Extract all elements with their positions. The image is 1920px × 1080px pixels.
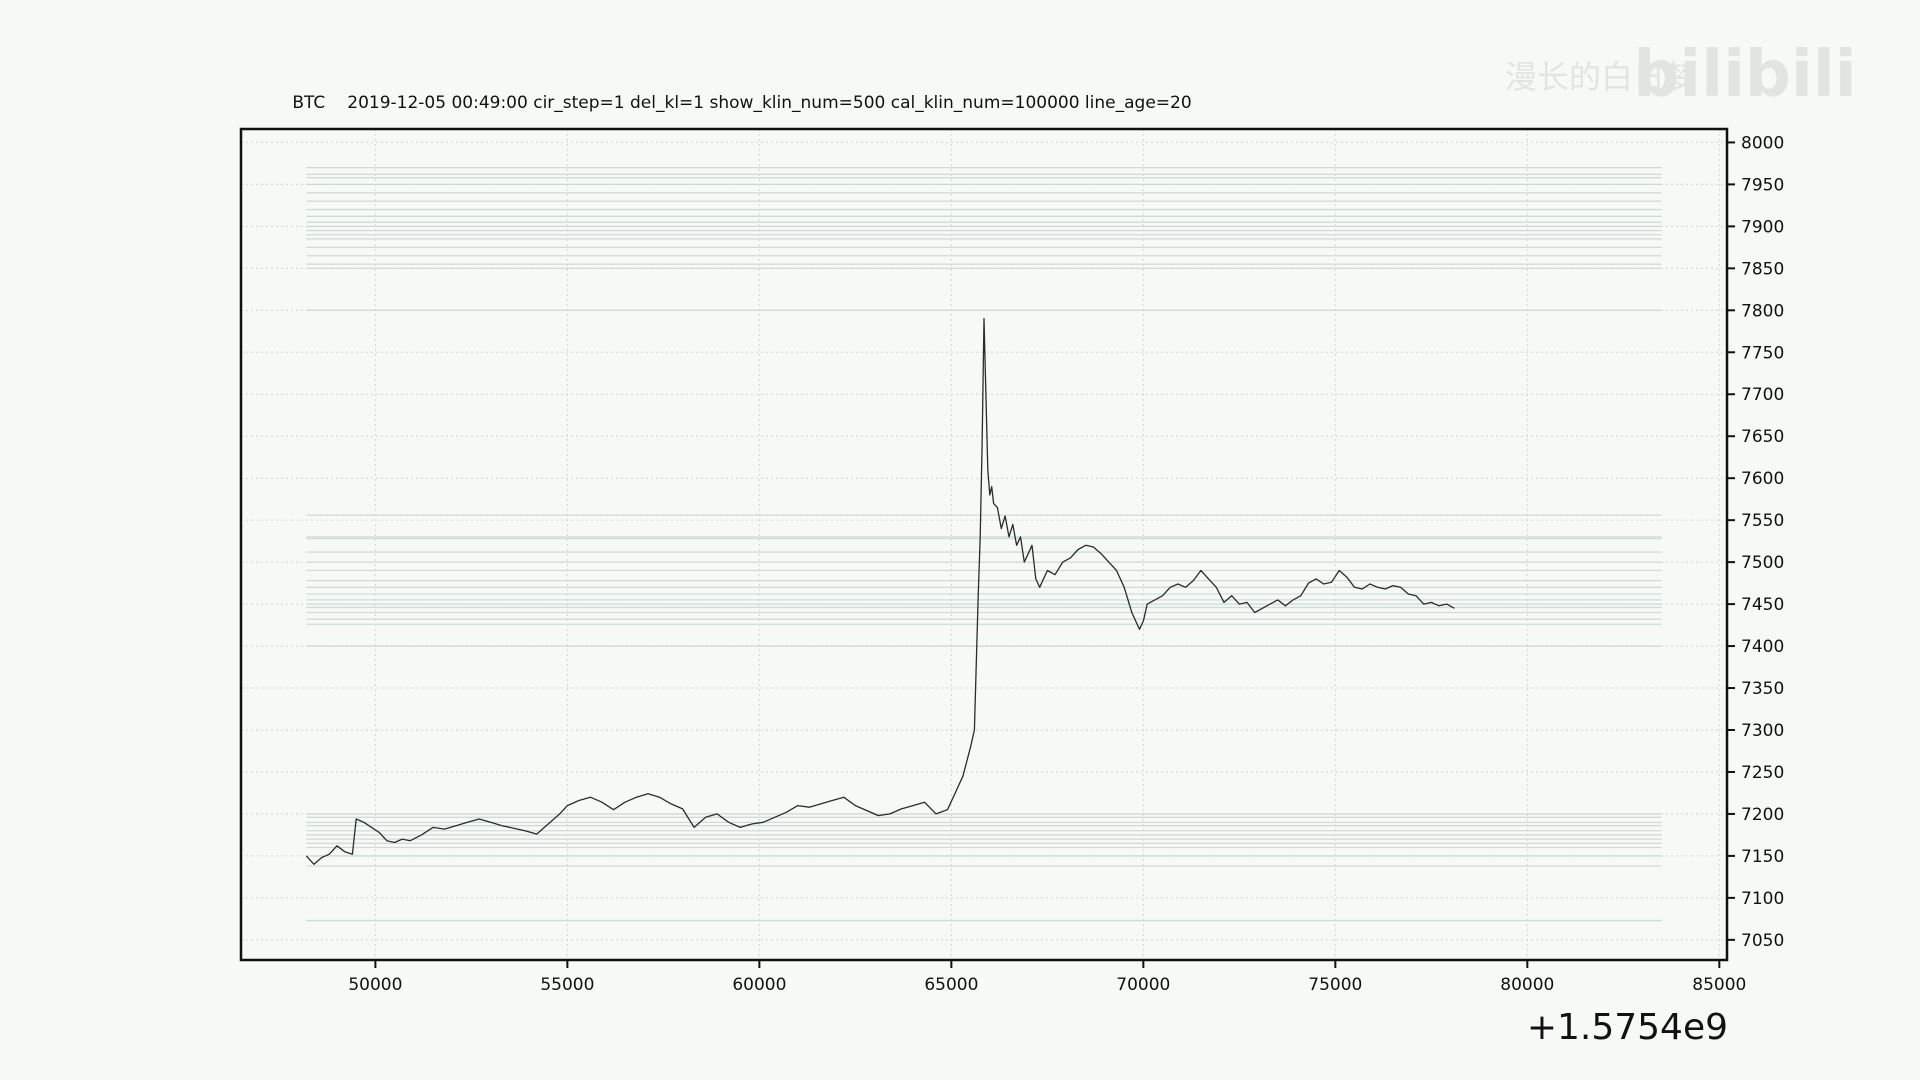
y-tick-label: 7650 (1741, 427, 1784, 447)
chart-title-symbol: BTC (292, 93, 325, 113)
x-tick-label: 50000 (348, 975, 402, 995)
y-tick-label: 7250 (1741, 763, 1784, 783)
chart-title-params: 2019-12-05 00:49:00 cir_step=1 del_kl=1 … (347, 93, 1191, 113)
x-tick-label: 70000 (1116, 975, 1170, 995)
y-tick-label: 7150 (1741, 847, 1784, 867)
y-tick-label: 7800 (1741, 301, 1784, 321)
y-tick-label: 7550 (1741, 511, 1784, 531)
price-series (305, 318, 1455, 865)
x-tick-label: 65000 (924, 975, 978, 995)
x-axis-offset-label: +1.5754e9 (1527, 1007, 1728, 1048)
plot-frame (239, 127, 1729, 962)
y-axis: 7050 7100 7150 7200 7250 7300 7350 7400 7450 7500… (1727, 133, 1784, 951)
watermark-brand-logo: bilibili (1633, 38, 1856, 112)
watermark-side-text: 漫长的白日梦 (1505, 58, 1697, 96)
y-tick-label: 7300 (1741, 721, 1784, 741)
plot-area (239, 127, 1729, 962)
y-tick-label: 7950 (1741, 175, 1784, 195)
x-tick-label: 55000 (540, 975, 594, 995)
y-tick-label: 7350 (1741, 679, 1784, 699)
y-tick-label: 7700 (1741, 385, 1784, 405)
x-axis: 50000 55000 60000 65000 70000 75000 80000 85000 (348, 960, 1746, 995)
chart-title: BTC 2019-12-05 00:49:00 cir_step=1 del_kl… (292, 93, 1191, 113)
x-tick-label: 75000 (1308, 975, 1362, 995)
watermark: 漫长的白日梦 bilibili (1505, 38, 1857, 112)
y-tick-label: 7400 (1741, 637, 1784, 657)
y-tick-label: 7850 (1741, 259, 1784, 279)
y-tick-label: 8000 (1741, 133, 1784, 153)
level-lines (306, 166, 1662, 922)
y-tick-label: 7500 (1741, 553, 1784, 573)
price-line (305, 318, 1455, 865)
y-tick-label: 7100 (1741, 889, 1784, 909)
y-tick-label: 7450 (1741, 595, 1784, 615)
grid (241, 129, 1727, 960)
y-tick-label: 7050 (1741, 931, 1784, 951)
y-tick-label: 7750 (1741, 343, 1784, 363)
y-tick-label: 7200 (1741, 805, 1784, 825)
y-tick-label: 7900 (1741, 217, 1784, 237)
x-tick-label: 80000 (1500, 975, 1554, 995)
x-tick-label: 85000 (1692, 975, 1746, 995)
x-tick-label: 60000 (732, 975, 786, 995)
y-tick-label: 7600 (1741, 469, 1784, 489)
